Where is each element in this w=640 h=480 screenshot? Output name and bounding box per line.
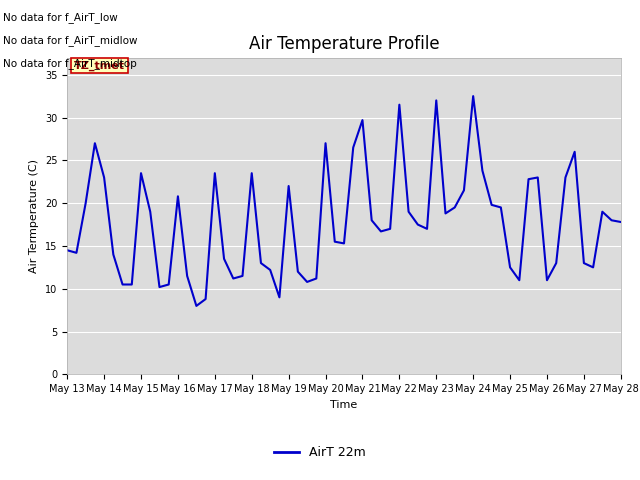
Text: No data for f_AirT_low: No data for f_AirT_low — [3, 12, 118, 23]
X-axis label: Time: Time — [330, 400, 358, 409]
Text: No data for f_AirT_midlow: No data for f_AirT_midlow — [3, 35, 138, 46]
Text: No data for f_AirT_midtop: No data for f_AirT_midtop — [3, 58, 137, 69]
Y-axis label: Air Termperature (C): Air Termperature (C) — [29, 159, 40, 273]
Text: TZ_tmet: TZ_tmet — [74, 60, 125, 71]
Title: Air Temperature Profile: Air Temperature Profile — [249, 35, 439, 53]
Legend: AirT 22m: AirT 22m — [269, 441, 371, 464]
